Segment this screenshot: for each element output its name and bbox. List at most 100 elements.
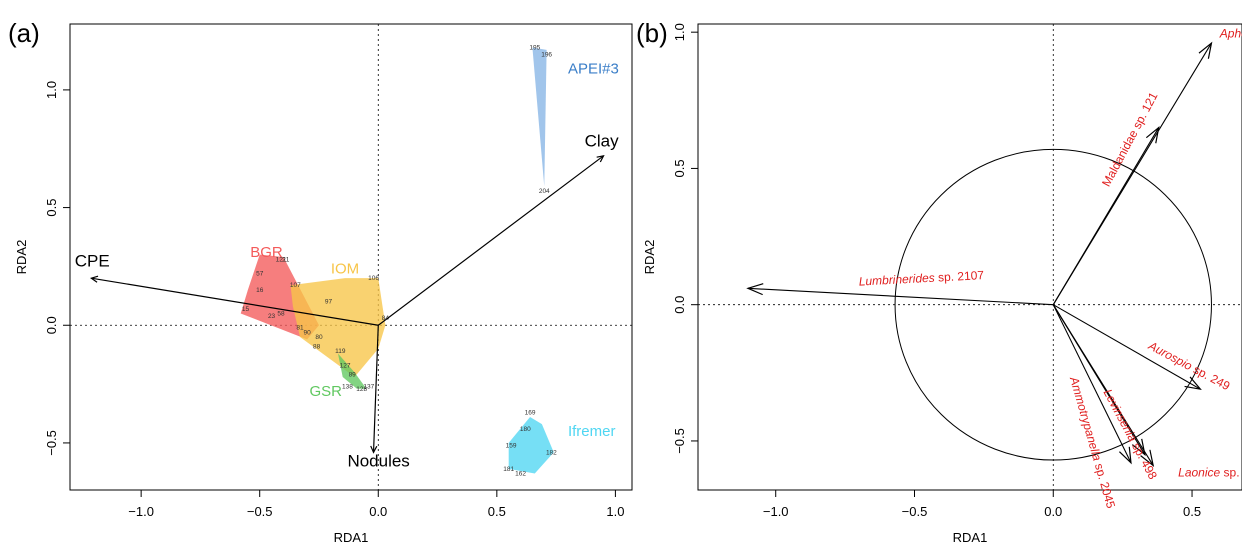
species-arrowhead-aurospio (1184, 376, 1202, 391)
vector-label-clay: Clay (585, 131, 620, 150)
group-label-apei3: APEI#3 (568, 60, 619, 77)
panel-b-x-tick-label: 0.5 (1183, 504, 1201, 519)
panel-a-y-tick-label: −0.5 (44, 430, 59, 456)
sample-label: 181 (503, 466, 514, 473)
species-label-laonice: Laonice sp. 349 (1178, 465, 1242, 479)
sample-label: 88 (313, 343, 321, 350)
sample-label: 21 (282, 256, 290, 263)
sample-label: 90 (304, 329, 312, 336)
species-suffix: sp. 498 (1128, 437, 1161, 482)
panel-b-y-tick-label: 0.5 (672, 159, 687, 177)
sample-label: 127 (340, 362, 351, 369)
sample-label: 97 (325, 299, 333, 306)
sample-label: 80 (315, 334, 323, 341)
panel-b-label: (b) (636, 18, 668, 48)
sample-label: 89 (349, 372, 357, 379)
sample-label: 182 (546, 449, 557, 456)
equilibrium-circle (894, 148, 1212, 461)
species-genus: Ammotrypanella (1067, 374, 1105, 462)
panel-b-x-tick-label: −1.0 (763, 504, 789, 519)
hull-iom (290, 278, 386, 378)
hull-apei3 (532, 47, 547, 187)
vector-cpe (91, 277, 379, 326)
panel-a-x-tick-label: 0.0 (369, 504, 387, 519)
sample-label: 15 (242, 306, 250, 313)
sample-label: 106 (368, 275, 379, 282)
vector-arrowhead-nodules (370, 445, 378, 454)
sample-label: 196 (541, 52, 552, 59)
sample-label: 195 (529, 45, 540, 52)
species-arrowhead-ammotrypanella (1119, 446, 1132, 465)
species-genus: Laonice (1178, 465, 1220, 479)
panel-b-y-tick-label: −0.5 (672, 428, 687, 454)
sample-label: 162 (515, 471, 526, 478)
sample-label: 16 (256, 287, 264, 294)
panel-b-y-axis-label: RDA2 (642, 240, 657, 275)
panel-b-y-tick-label: 0.0 (672, 296, 687, 314)
species-genus: Lumbrinerides (858, 271, 935, 289)
species-suffix: sp. 121 (1128, 90, 1161, 135)
species-arrowhead-aphelochaeta (1198, 41, 1213, 59)
panel-b-x-axis-label: RDA1 (953, 530, 988, 545)
species-arrowhead-laonice (1140, 449, 1155, 467)
panel-a-x-tick-label: 0.5 (488, 504, 506, 519)
species-suffix: sp. 349 (1220, 465, 1242, 479)
panel-b-x-tick-label: −0.5 (902, 504, 928, 519)
species-arrow-ammotrypanella (1052, 304, 1132, 463)
species-arrow-aurospio (1052, 304, 1201, 390)
species-arrowhead-lumbrinerides (746, 283, 764, 296)
panel-a-y-axis-label: RDA2 (14, 240, 29, 275)
panel-a-x-tick-label: −1.0 (128, 504, 154, 519)
panel-a-rda-sites: (a) −1.0 −0.5 0.0 0.5 1.0 −0.5 0.0 0.5 1.0 RDA1 RDA… (8, 18, 633, 545)
group-label-iom: IOM (331, 260, 359, 277)
species-genus: Aphelochaeta (1219, 27, 1242, 41)
species-arrowhead-maldanidae (1145, 126, 1160, 144)
sample-label: 57 (256, 270, 264, 277)
sample-label: 180 (520, 426, 531, 433)
species-label-aphelochaeta: Aphelochaeta sp. 2062 (1219, 27, 1242, 41)
species-genus: Aurospio (1145, 338, 1195, 373)
sample-label: 204 (539, 188, 550, 195)
vector-label-nodules: Nodules (347, 451, 409, 470)
species-arrowhead-levinsenia (1131, 438, 1146, 457)
group-label-gsr: GSR (310, 383, 343, 400)
panel-a-y-tick-label: 1.0 (44, 81, 59, 99)
vector-label-cpe: CPE (75, 251, 110, 270)
vector-arrowhead-clay (596, 154, 605, 163)
species-arrow-laonice (1052, 304, 1154, 466)
panel-a-y-tick-label: 0.0 (44, 316, 59, 334)
sample-label: 23 (268, 313, 276, 320)
panel-a-y-tick-label: 0.5 (44, 199, 59, 217)
sample-label: 58 (277, 310, 285, 317)
sample-label: 138 (342, 383, 353, 390)
sample-label: 107 (290, 282, 301, 289)
vector-nodules (372, 325, 379, 453)
species-arrow-lumbrinerides (747, 287, 1054, 306)
sample-label: 159 (506, 442, 517, 449)
panel-a-x-tick-label: −0.5 (247, 504, 273, 519)
sample-label: 81 (296, 325, 304, 332)
group-label-bgr: BGR (250, 244, 283, 261)
sample-label: 119 (335, 348, 346, 355)
species-label-lumbrinerides: Lumbrinerides sp. 2107 (858, 268, 984, 289)
sample-label: 121 (276, 256, 287, 263)
sample-label: 128 (356, 386, 367, 393)
panel-a-plot-frame (69, 23, 633, 491)
sample-label: 84 (382, 315, 390, 322)
panel-a-x-axis-label: RDA1 (334, 530, 369, 545)
hull-gsr (337, 353, 367, 389)
panel-b-x-tick-label: 0.0 (1044, 504, 1062, 519)
sample-label: 137 (363, 383, 374, 390)
species-suffix: sp. 2045 (1091, 459, 1118, 511)
species-label-levinsenia: Levinsenia sp. 498 (1101, 387, 1160, 482)
hull-ifremer (508, 417, 554, 474)
panel-b-y-tick-label: 1.0 (672, 23, 687, 41)
panel-a-label: (a) (8, 18, 40, 48)
panel-b-plot-frame (697, 23, 1242, 491)
sample-label: 169 (525, 409, 536, 416)
panel-b-rda-species: (b) −1.0 −0.5 0.0 0.5 −0.5 0.0 0.5 1.0 RDA1 RDA2 Ap… (636, 18, 1242, 545)
species-genus: Levinsenia (1101, 387, 1140, 445)
panel-a-x-tick-label: 1.0 (606, 504, 624, 519)
species-suffix: sp. 2107 (934, 268, 984, 285)
